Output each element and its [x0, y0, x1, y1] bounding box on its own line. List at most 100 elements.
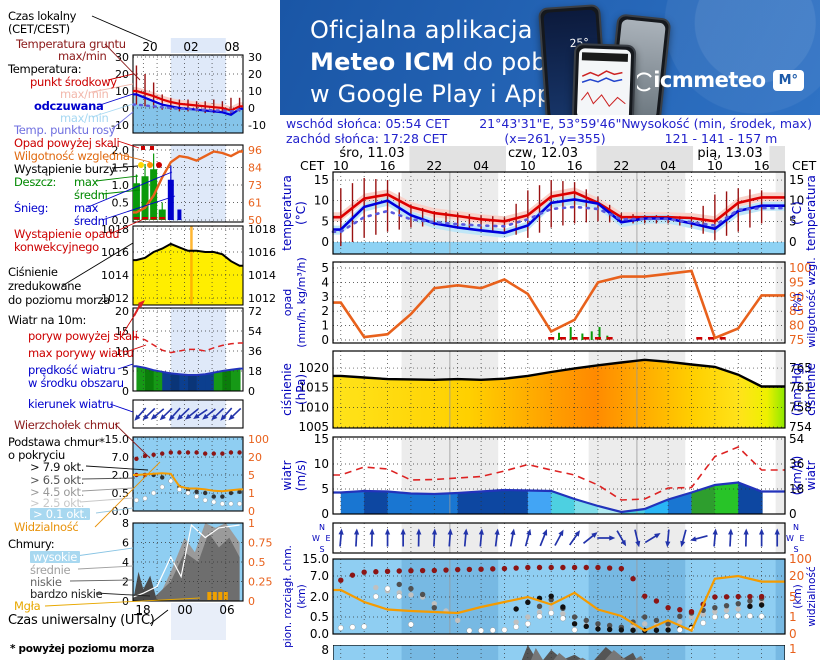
svg-text:S: S — [319, 545, 324, 554]
svg-text:wiatr: wiatr — [804, 460, 818, 490]
legend-item: Czas uniwersalny (UTC) — [8, 613, 155, 628]
svg-text:18: 18 — [789, 482, 804, 496]
logo-swoosh-icon — [637, 72, 653, 92]
svg-text:1015: 1015 — [298, 381, 329, 395]
svg-text:N: N — [319, 523, 325, 532]
svg-text:765: 765 — [789, 361, 812, 375]
icmmeteo-logo: icmmeteo M° — [637, 67, 804, 93]
svg-text:15.0: 15.0 — [105, 433, 130, 446]
svg-text:(mm Hg): (mm Hg) — [790, 363, 804, 416]
legend-item: Opad powyżej skali — [14, 136, 120, 150]
logo-badge: M° — [772, 69, 804, 91]
svg-text:16: 16 — [380, 158, 396, 173]
svg-text:1018: 1018 — [248, 223, 276, 236]
legend-item: max/min — [60, 111, 109, 125]
svg-text:61: 61 — [248, 197, 262, 210]
svg-text:4: 4 — [321, 275, 329, 289]
svg-text:00: 00 — [177, 603, 192, 617]
legend-item: > 2.5 okt. — [30, 496, 85, 510]
legend-item: max — [74, 175, 99, 189]
svg-text:-10: -10 — [111, 119, 129, 132]
svg-text:0: 0 — [248, 505, 255, 518]
svg-text:0: 0 — [321, 333, 329, 347]
svg-text:04: 04 — [660, 158, 676, 173]
svg-text:CET: CET — [792, 158, 817, 173]
svg-text:0: 0 — [321, 235, 329, 249]
svg-text:85: 85 — [789, 304, 804, 318]
svg-text:1014: 1014 — [248, 269, 276, 282]
svg-text:0.25: 0.25 — [248, 576, 273, 589]
app-banner[interactable]: Oficjalna aplikacja Meteo ICM do pobrani… — [280, 0, 820, 115]
svg-text:(hPa): (hPa) — [294, 374, 308, 405]
svg-text:15: 15 — [314, 173, 329, 187]
svg-text:0: 0 — [789, 235, 797, 249]
svg-text:S: S — [793, 545, 798, 554]
svg-text:18: 18 — [248, 365, 262, 378]
coords: 21°43'31"E, 53°59'46"N — [479, 116, 631, 131]
sunset-time: zachód słońca: 17:28 CET — [286, 131, 448, 146]
svg-text:2.0: 2.0 — [310, 590, 329, 604]
svg-text:16: 16 — [567, 158, 583, 173]
legend-item: zredukowane — [8, 279, 81, 293]
legend-item: Podstawa chmur* — [8, 435, 105, 449]
svg-text:2: 2 — [321, 304, 329, 318]
svg-text:1016: 1016 — [248, 246, 276, 259]
svg-text:7.0: 7.0 — [112, 451, 130, 464]
svg-text:E: E — [799, 534, 804, 543]
svg-text:2: 2 — [122, 576, 129, 589]
svg-text:ciśnienie: ciśnienie — [804, 363, 818, 416]
legend-item: Temperatura: — [8, 62, 82, 76]
legend-item: * powyżej poziomu morza — [10, 643, 155, 655]
legend-item: max porywy wiatru — [28, 346, 134, 360]
svg-text:2.0: 2.0 — [112, 144, 130, 157]
legend-item: kierunek wiatru — [28, 397, 114, 411]
svg-text:0.5: 0.5 — [112, 197, 130, 210]
svg-text:(°C): (°C) — [294, 201, 308, 225]
svg-text:02: 02 — [183, 40, 198, 54]
svg-text:73: 73 — [248, 179, 262, 192]
svg-text:84: 84 — [248, 162, 262, 175]
svg-text:36: 36 — [248, 345, 262, 358]
svg-text:1018: 1018 — [101, 223, 129, 236]
legend-item: > 7.9 okt. — [30, 460, 85, 474]
sun-times: wschód słońca: 05:54 CET zachód słońca: … — [286, 116, 450, 146]
legend-item: w środku obszaru — [28, 376, 124, 390]
svg-text:czw, 12.03: czw, 12.03 — [508, 146, 578, 161]
svg-text:W: W — [312, 534, 320, 543]
legend-item: prędkość wiatru — [28, 363, 116, 377]
svg-text:10: 10 — [333, 158, 349, 173]
altitude: wysokość (min, środek, max) 121 - 141 - … — [626, 116, 816, 146]
legend-item: bardzo niskie — [30, 587, 103, 601]
svg-text:0: 0 — [122, 102, 129, 115]
svg-text:100: 100 — [248, 433, 269, 446]
svg-text:W: W — [786, 534, 794, 543]
svg-text:54: 54 — [789, 432, 804, 446]
svg-text:10: 10 — [115, 345, 129, 358]
legend-item: Ciśnienie — [8, 265, 58, 279]
svg-text:20: 20 — [248, 68, 262, 81]
svg-text:754: 754 — [789, 420, 812, 434]
svg-text:0.5: 0.5 — [310, 610, 329, 624]
svg-text:5: 5 — [789, 590, 797, 604]
svg-text:7.0: 7.0 — [310, 569, 329, 583]
svg-text:0.0: 0.0 — [112, 214, 130, 227]
svg-text:15.0: 15.0 — [302, 552, 329, 566]
svg-text:(km): (km) — [296, 584, 308, 609]
svg-text:22: 22 — [426, 158, 442, 173]
svg-text:15: 15 — [314, 432, 329, 446]
svg-text:8: 8 — [122, 517, 129, 530]
svg-text:temperatura: temperatura — [280, 175, 294, 251]
svg-text:20: 20 — [115, 305, 129, 318]
svg-text:(m/s): (m/s) — [294, 460, 308, 491]
svg-text:20: 20 — [142, 40, 157, 54]
legend-item: punkt środkowy — [30, 75, 117, 89]
svg-text:08: 08 — [224, 40, 239, 54]
legend-item: max/min — [60, 87, 109, 101]
svg-text:20: 20 — [248, 451, 262, 464]
svg-text:5: 5 — [122, 365, 129, 378]
svg-text:95: 95 — [789, 275, 804, 289]
svg-text:20: 20 — [789, 569, 804, 583]
legend-item: średni — [74, 188, 108, 202]
svg-text:0: 0 — [789, 507, 797, 521]
legend-item: Wystąpienie burzy — [14, 162, 116, 176]
